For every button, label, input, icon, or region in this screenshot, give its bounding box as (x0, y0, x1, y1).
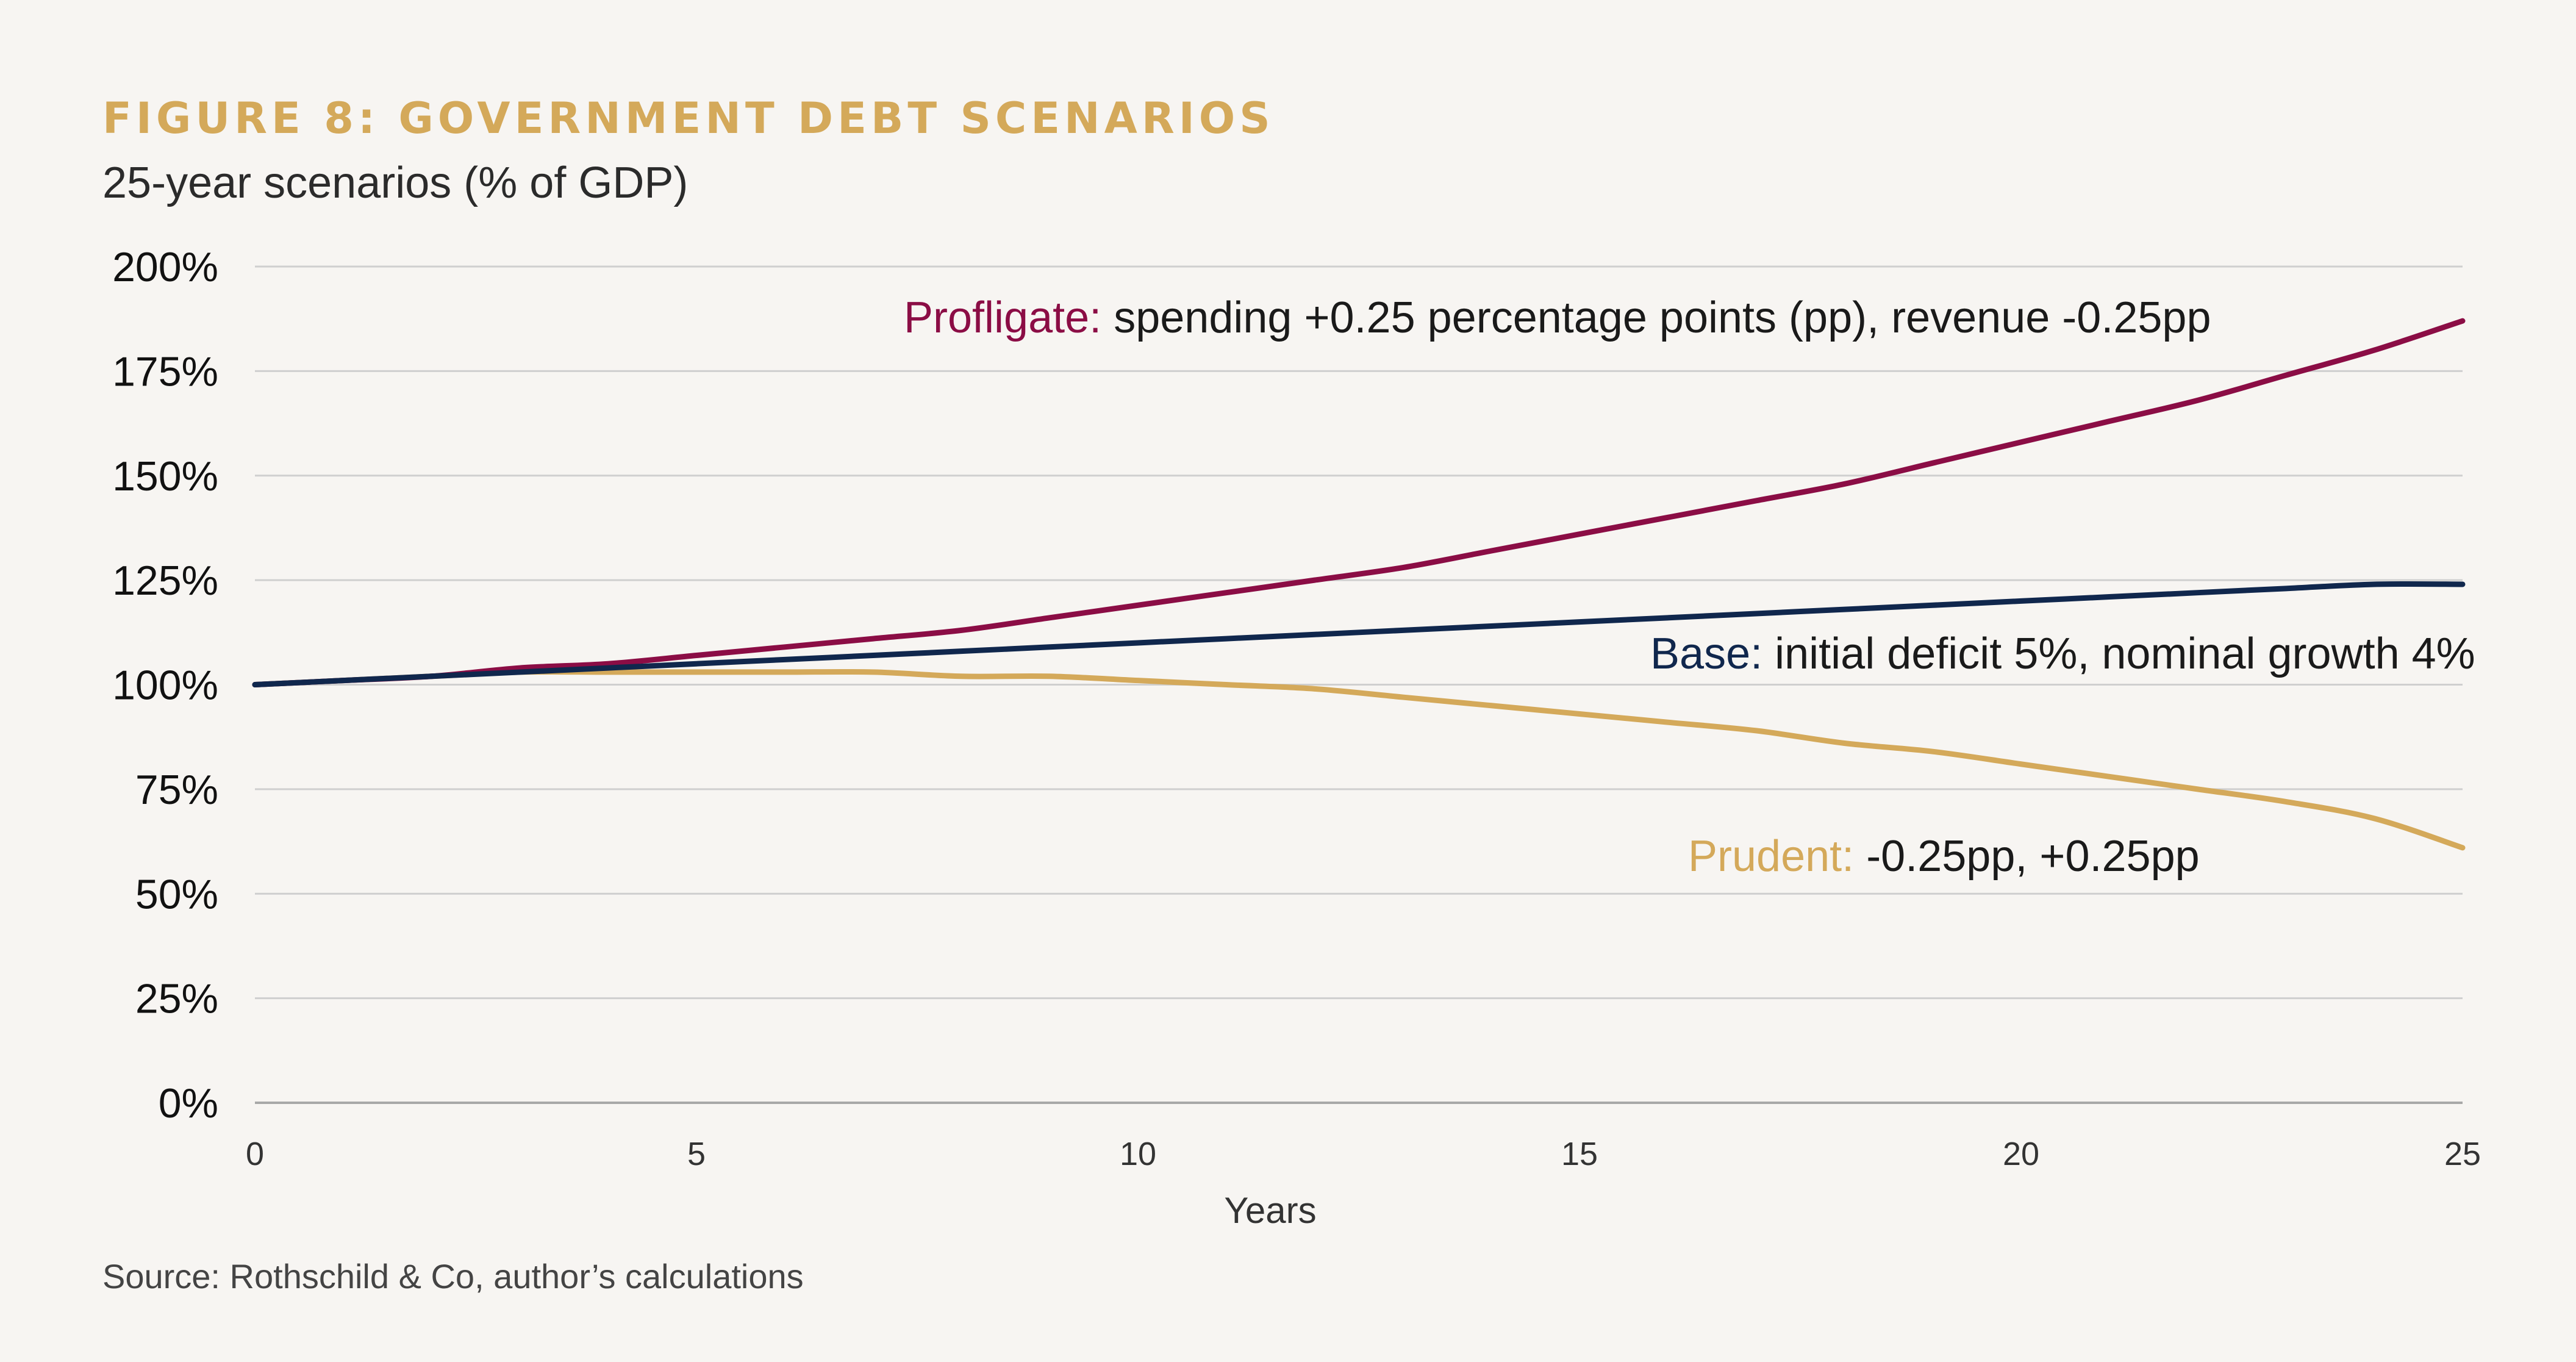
source-note: Source: Rothschild & Co, author’s calcul… (102, 1257, 804, 1296)
y-tick-label: 200% (112, 244, 218, 290)
series-lines (252, 318, 2466, 851)
y-tick-label: 125% (112, 557, 218, 604)
y-tick-label: 50% (135, 871, 218, 917)
y-tick-label: 175% (112, 348, 218, 395)
annotation-profligate-label: Profligate: (904, 293, 1101, 342)
x-tick-label: 20 (2003, 1136, 2039, 1172)
x-tick-label: 15 (1561, 1136, 1598, 1172)
x-axis-label: Years (1224, 1190, 1316, 1231)
x-tick-label: 10 (1120, 1136, 1156, 1172)
annotation-base: Base: initial deficit 5%, nominal growth… (1650, 629, 2475, 678)
annotation-base-label: Base: (1650, 629, 1762, 678)
figure-subtitle: 25-year scenarios (% of GDP) (102, 159, 688, 207)
series-line-prudent (252, 668, 2466, 851)
x-tick-label: 0 (246, 1136, 264, 1172)
annotation-prudent-label: Prudent: (1688, 832, 1854, 881)
series-line-profligate (252, 318, 2466, 687)
annotation-profligate-text: spending +0.25 percentage points (pp), r… (1101, 293, 2211, 342)
annotation-profligate: Profligate: spending +0.25 percentage po… (904, 293, 2211, 342)
y-tick-label: 75% (135, 767, 218, 813)
gridlines (255, 265, 2463, 1104)
y-tick-label: 0% (159, 1080, 218, 1127)
series-line-base (252, 581, 2466, 687)
x-tick-label: 5 (687, 1136, 706, 1172)
y-tick-label: 150% (112, 453, 218, 500)
y-tick-label: 25% (135, 976, 218, 1022)
figure-title: FIGURE 8: GOVERNMENT DEBT SCENARIOS (102, 93, 1275, 143)
x-tick-label: 25 (2444, 1136, 2481, 1172)
x-axis-ticks: 0 5 10 15 20 25 (246, 1136, 2481, 1172)
y-tick-label: 100% (112, 662, 218, 709)
annotation-base-text: initial deficit 5%, nominal growth 4% (1762, 629, 2475, 678)
y-axis-ticks: 0% 25% 50% 75% 100% 125% 150% 175% 200% (112, 244, 218, 1127)
annotation-prudent: Prudent: -0.25pp, +0.25pp (1688, 832, 2200, 881)
annotation-prudent-text: -0.25pp, +0.25pp (1854, 832, 2199, 881)
